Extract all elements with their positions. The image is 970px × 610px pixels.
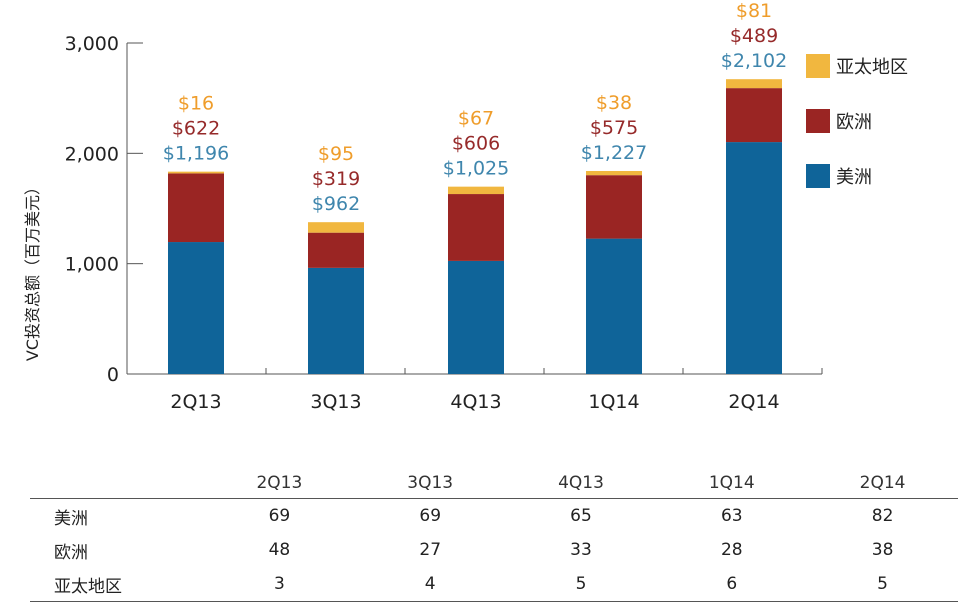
table-col-header: 3Q13 [354,468,506,499]
bar-segment [586,238,642,374]
data-label: $81 [736,0,772,22]
data-label: $1,196 [163,143,229,165]
data-label: $16 [178,93,214,115]
y-tick-label: 2,000 [65,143,119,165]
data-label: $1,227 [581,142,647,164]
table-col-header: 2Q14 [807,468,958,499]
table-row-label: 亚太地区 [30,567,204,602]
stacked-bar-chart: 0 1,000 2,000 3,000 2Q13 $1,196 $622 $16 3Q13 $9… [23,0,908,413]
table-row-label: 欧洲 [54,542,88,563]
table-col-header: 2Q13 [204,468,355,499]
table-cell: 33 [570,540,592,560]
legend-swatch [806,109,830,133]
table-header-row: 2Q13 3Q13 4Q13 1Q14 2Q14 [30,468,958,499]
bar-segment [308,232,364,268]
y-tick-label: 3,000 [65,33,119,55]
data-label: $2,102 [721,50,787,72]
data-label: $575 [590,117,638,139]
data-label: $319 [312,168,360,190]
x-tick-label: 2Q14 [728,391,779,413]
y-axis-title: VC投资总额（百万美元） [23,179,42,361]
legend-label: 欧洲 [836,112,872,133]
bar-segment [168,173,224,243]
legend-label: 美洲 [836,167,872,188]
table-cell: 48 [268,540,291,560]
table-col-header: 1Q14 [656,468,808,499]
bar-segment [448,194,504,261]
bar-segment [308,222,364,233]
table-row-americas: 美洲 69 69 65 63 82 [30,499,958,534]
data-label: $1,025 [443,158,509,180]
table-cell: 63 [720,506,743,526]
data-label: $962 [312,193,360,215]
legend-swatch [806,164,830,188]
table-cell: 69 [268,506,291,526]
bar-segment [168,242,224,374]
y-tick-label: 1,000 [65,254,119,276]
table-cell: 5 [807,567,958,602]
table-row-europe: 欧洲 48 27 33 28 38 [30,533,958,567]
data-label: $67 [458,108,494,130]
table-col-header: 4Q13 [505,468,657,499]
x-tick-label: 3Q13 [310,391,361,413]
data-label: $489 [730,25,778,47]
table-cell: 65 [570,506,592,526]
bar-segment [586,170,642,176]
y-tick-label: 0 [107,364,119,386]
bar-segment [586,175,642,239]
table-cell: 5 [505,567,657,602]
x-tick-label: 2Q13 [170,391,221,413]
bar-segment [168,171,224,174]
x-tick-label: 1Q14 [588,391,639,413]
table-cell: 6 [656,567,808,602]
table-cell: 28 [720,540,743,560]
legend-label: 亚太地区 [836,57,908,78]
legend-swatch [806,54,830,78]
deals-table: 2Q13 3Q13 4Q13 1Q14 2Q14 美洲 69 69 65 63 … [30,468,958,602]
data-label: $38 [596,92,632,114]
table-cell: 69 [419,506,442,526]
data-label: $95 [318,143,354,165]
bar-segment [726,142,782,374]
bar-segment [448,186,504,195]
data-label: $622 [172,118,220,140]
bar-segment [726,88,782,143]
data-label: $606 [452,133,500,155]
bar-segment [308,267,364,374]
table-cell: 3 [204,567,355,602]
table-cell: 27 [419,540,442,560]
x-tick-label: 4Q13 [450,391,501,413]
bar-segment [726,79,782,89]
table-cell: 38 [871,540,894,560]
table-row-apac: 亚太地区 3 4 5 6 5 [30,567,958,602]
table-row-label: 美洲 [54,508,88,529]
table-cell: 82 [871,506,894,526]
table-cell: 4 [354,567,506,602]
table-corner [30,468,204,499]
bar-segment [448,260,504,374]
